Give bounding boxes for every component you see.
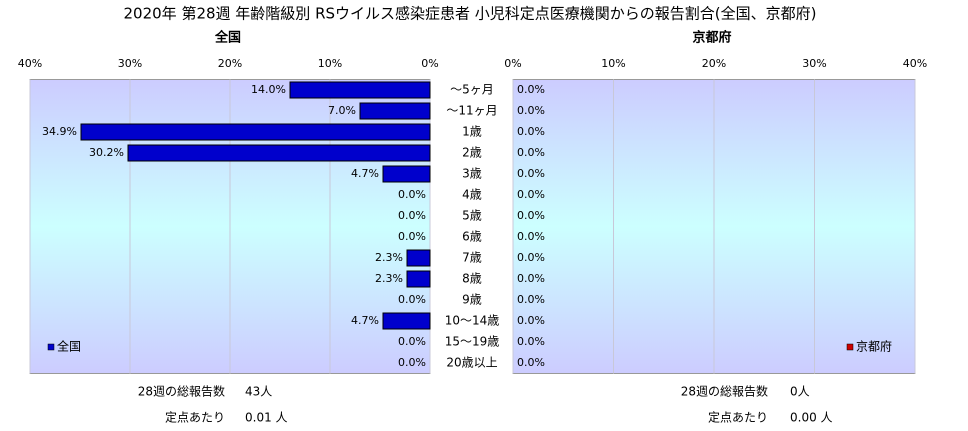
x-tick-label: 30% [802, 57, 826, 70]
data-label: 4.7% [351, 314, 379, 327]
footer-value: 0人 [790, 385, 810, 399]
panel-title: 全国 [214, 30, 241, 46]
x-tick-label: 40% [903, 57, 927, 70]
data-label: 2.3% [375, 251, 403, 264]
data-label: 0.0% [517, 335, 545, 348]
panel-title: 京都府 [692, 30, 731, 46]
data-label: 0.0% [398, 335, 426, 348]
category-label: ～5ヶ月 [450, 83, 494, 97]
category-label: ～11ヶ月 [446, 104, 497, 118]
category-label: 15～19歳 [445, 335, 500, 349]
category-label: 1歳 [462, 125, 482, 139]
data-label: 0.0% [517, 272, 545, 285]
legend-label: 全国 [57, 339, 81, 354]
data-label: 7.0% [328, 104, 356, 117]
category-label: 9歳 [462, 293, 482, 307]
bar [406, 249, 431, 267]
category-label: 2歳 [462, 146, 482, 160]
data-label: 2.3% [375, 272, 403, 285]
category-label: 4歳 [462, 188, 482, 202]
data-label: 0.0% [517, 167, 545, 180]
category-label: 5歳 [462, 209, 482, 223]
data-label: 4.7% [351, 167, 379, 180]
bar [127, 144, 431, 162]
category-label: 3歳 [462, 167, 482, 181]
x-tick-label: 20% [218, 57, 242, 70]
data-label: 0.0% [398, 293, 426, 306]
data-label: 34.9% [42, 125, 77, 138]
x-tick-label: 0% [504, 57, 521, 70]
bar [359, 102, 431, 120]
x-tick-label: 10% [318, 57, 342, 70]
bar [406, 270, 431, 288]
x-tick-label: 20% [702, 57, 726, 70]
data-label: 0.0% [398, 356, 426, 369]
footer-value: 0.00 人 [790, 411, 833, 425]
category-label: 10～14歳 [445, 314, 500, 328]
category-label: 6歳 [462, 230, 482, 244]
data-label: 30.2% [89, 146, 124, 159]
data-label: 0.0% [517, 188, 545, 201]
data-label: 0.0% [517, 104, 545, 117]
data-label: 0.0% [517, 251, 545, 264]
data-label: 0.0% [517, 209, 545, 222]
category-label: 20歳以上 [446, 356, 497, 370]
footer-value: 0.01 人 [245, 411, 288, 425]
x-tick-label: 40% [18, 57, 42, 70]
data-label: 0.0% [517, 230, 545, 243]
bar [382, 312, 431, 330]
bar [80, 123, 431, 141]
footer-label: 定点あたり [708, 410, 768, 425]
x-tick-label: 30% [118, 57, 142, 70]
category-label: 7歳 [462, 251, 482, 265]
bar [382, 165, 431, 183]
data-label: 0.0% [517, 125, 545, 138]
data-label: 0.0% [517, 83, 545, 96]
data-label: 0.0% [517, 314, 545, 327]
footer-value: 43人 [245, 385, 272, 399]
legend-swatch [47, 343, 55, 351]
footer-label: 定点あたり [165, 410, 225, 425]
x-tick-label: 10% [601, 57, 625, 70]
legend-label: 京都府 [856, 339, 892, 354]
legend-swatch [846, 343, 854, 351]
data-label: 0.0% [517, 293, 545, 306]
data-label: 0.0% [398, 230, 426, 243]
data-label: 0.0% [517, 356, 545, 369]
bar [289, 81, 431, 99]
footer-label: 28週の総報告数 [138, 384, 225, 399]
category-label: 8歳 [462, 272, 482, 286]
chart-title: 2020年 第28週 年齢階級別 RSウイルス感染症患者 小児科定点医療機関から… [124, 5, 817, 23]
footer-label: 28週の総報告数 [681, 384, 768, 399]
data-label: 0.0% [398, 188, 426, 201]
data-label: 0.0% [398, 209, 426, 222]
x-tick-label: 0% [421, 57, 438, 70]
data-label: 0.0% [517, 146, 545, 159]
data-label: 14.0% [251, 83, 286, 96]
